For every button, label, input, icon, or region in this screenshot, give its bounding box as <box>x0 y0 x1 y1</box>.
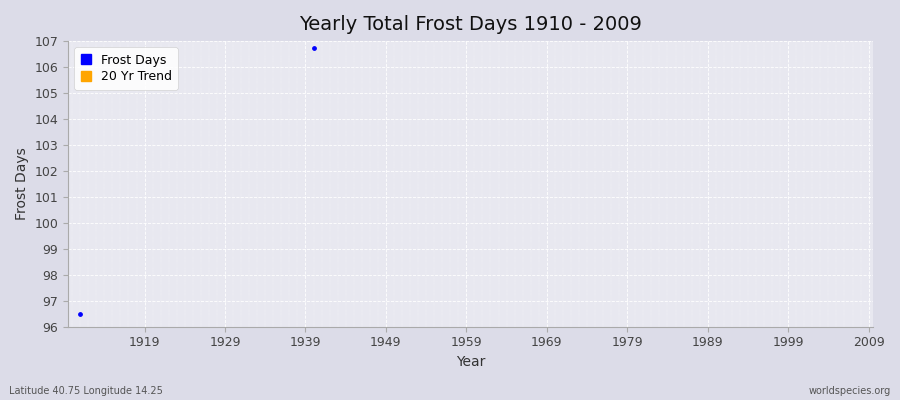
Point <box>73 310 87 317</box>
Title: Yearly Total Frost Days 1910 - 2009: Yearly Total Frost Days 1910 - 2009 <box>299 15 642 34</box>
Text: Latitude 40.75 Longitude 14.25: Latitude 40.75 Longitude 14.25 <box>9 386 163 396</box>
Text: worldspecies.org: worldspecies.org <box>809 386 891 396</box>
Point <box>306 44 320 51</box>
Legend: Frost Days, 20 Yr Trend: Frost Days, 20 Yr Trend <box>75 47 178 90</box>
Y-axis label: Frost Days: Frost Days <box>15 148 29 220</box>
X-axis label: Year: Year <box>455 355 485 369</box>
